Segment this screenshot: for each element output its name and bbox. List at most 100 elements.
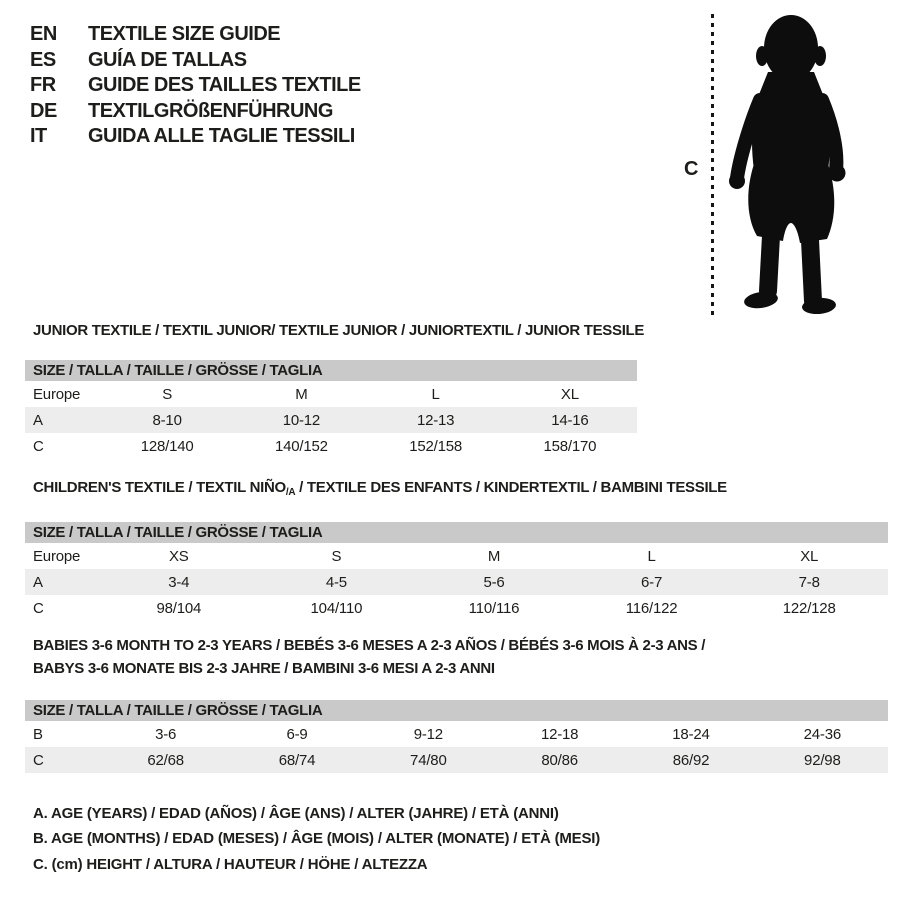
section-junior: JUNIOR TEXTILE / TEXTIL JUNIOR/ TEXTILE … [25, 322, 644, 459]
size-cell: 4-5 [325, 573, 347, 591]
section-children: CHILDREN'S TEXTILE / TEXTIL NIÑO/A / TEX… [25, 479, 888, 621]
size-cell: 68/74 [278, 751, 316, 769]
baby-silhouette-icon [729, 15, 846, 314]
size-cell: 158/170 [543, 437, 597, 455]
heading-text: CHILDREN'S TEXTILE / TEXTIL NIÑO [33, 479, 286, 496]
row-label: A [33, 573, 43, 591]
table-row: C 62/68 68/74 74/80 80/86 86/92 92/98 [25, 747, 888, 773]
size-cell: 18-24 [672, 725, 710, 743]
size-cell: 5-6 [483, 573, 505, 591]
size-cell: 6-7 [641, 573, 663, 591]
size-cell: 8-10 [152, 411, 182, 429]
size-cell: 6-9 [286, 725, 308, 743]
heading-line: BABIES 3-6 MONTH TO 2-3 YEARS / BEBÉS 3-… [33, 634, 888, 657]
footnotes: A. AGE (YEARS) / EDAD (AÑOS) / ÂGE (ANS)… [33, 801, 600, 877]
size-cell: 74/80 [410, 751, 447, 769]
size-cell: 12-18 [540, 725, 579, 743]
footnote-line: A. AGE (YEARS) / EDAD (AÑOS) / ÂGE (ANS)… [33, 805, 559, 822]
size-header-children: SIZE / TALLA / TAILLE / GRÖSSE / TAGLIA [25, 522, 888, 543]
table-row: A 8-10 10-12 12-13 14-16 [25, 407, 637, 433]
row-label: B [33, 725, 43, 743]
row-label: A [33, 411, 43, 429]
table-row: Europe XS S M L XL [25, 543, 888, 569]
height-label: C [684, 158, 699, 180]
size-cell: M [487, 547, 501, 565]
language-row: DE TEXTILGRÖßENFÜHRUNG [30, 99, 361, 125]
footnote-line: B. AGE (MONTHS) / EDAD (MESES) / ÂGE (MO… [33, 830, 601, 848]
size-cell: 152/158 [409, 437, 463, 455]
table-row: Europe S M L XL [25, 381, 637, 407]
language-code: EN [30, 23, 57, 45]
size-cell: 62/68 [147, 751, 184, 769]
size-cell: XS [168, 547, 189, 565]
size-cell: 3-6 [155, 725, 177, 743]
heading-text: JUNIOR TEXTILE / TEXTIL JUNIOR/ TEXTILE … [33, 322, 645, 339]
row-label: C [33, 437, 44, 455]
language-row: IT GUIDA ALLE TAGLIE TESSILI [30, 124, 361, 150]
size-table-junior: Europe S M L XL A 8-10 10-12 12-13 14-16 C 128/140 1… [25, 381, 637, 459]
footnote-line: C. (cm) HEIGHT / ALTURA / HAUTEUR / HÖHE… [33, 855, 428, 873]
size-cell: 140/152 [274, 437, 328, 455]
size-cell: 7-8 [798, 573, 820, 591]
size-cell: XL [800, 547, 819, 565]
size-cell: 116/122 [625, 599, 678, 617]
size-cell: L [431, 385, 440, 403]
size-cell: 92/98 [804, 751, 841, 769]
size-cell: S [162, 385, 173, 403]
language-label: GUIDA ALLE TAGLIE TESSILI [88, 125, 355, 147]
size-header-babies: SIZE / TALLA / TAILLE / GRÖSSE / TAGLIA [25, 700, 888, 721]
heading-text: BABYS 3-6 MONATE BIS 2-3 JAHRE / BAMBINI… [33, 660, 495, 677]
size-cell: 98/104 [156, 599, 202, 617]
heading-line: CHILDREN'S TEXTILE / TEXTIL NIÑO/A / TEX… [33, 479, 888, 502]
heading-subscript: /A [285, 487, 296, 498]
language-list: EN TEXTILE SIZE GUIDE ES GUÍA DE TALLAS FR GU… [30, 22, 361, 150]
size-cell: 14-16 [551, 411, 589, 429]
size-cell: 104/110 [310, 599, 363, 617]
table-row: C 128/140 140/152 152/158 158/170 [25, 433, 637, 459]
size-cell: L [647, 547, 656, 565]
language-label: TEXTILE SIZE GUIDE [88, 23, 281, 45]
size-cell: 122/128 [782, 599, 836, 617]
language-code: FR [30, 74, 56, 96]
size-cell: S [331, 547, 342, 565]
section-heading-junior: JUNIOR TEXTILE / TEXTIL JUNIOR/ TEXTILE … [33, 322, 644, 340]
row-label: C [33, 751, 44, 769]
size-cell: M [295, 385, 308, 403]
row-label: C [33, 599, 44, 617]
table-row: B 3-6 6-9 9-12 12-18 18-24 24-36 [25, 721, 888, 747]
language-row: FR GUIDE DES TAILLES TEXTILE [30, 73, 361, 99]
section-babies: BABIES 3-6 MONTH TO 2-3 YEARS / BEBÉS 3-… [25, 634, 888, 773]
language-row: ES GUÍA DE TALLAS [30, 48, 361, 74]
size-table-children: Europe XS S M L XL A 3-4 4-5 5-6 6-7 7-8 C 98/104 104/… [25, 543, 888, 621]
language-label: GUIDE DES TAILLES TEXTILE [88, 74, 361, 96]
language-code: ES [30, 48, 56, 71]
height-measure-line [711, 14, 714, 316]
heading-text: / TEXTILE DES ENFANTS / KINDERTEXTIL / B… [295, 479, 727, 496]
table-row: A 3-4 4-5 5-6 6-7 7-8 [25, 569, 888, 595]
section-heading-babies: BABIES 3-6 MONTH TO 2-3 YEARS / BEBÉS 3-… [33, 634, 888, 680]
table-row: C 98/104 104/110 110/116 116/122 122/128 [25, 595, 888, 621]
size-cell: 3-4 [168, 573, 190, 591]
language-code: IT [30, 125, 47, 147]
heading-line: BABYS 3-6 MONATE BIS 2-3 JAHRE / BAMBINI… [33, 657, 888, 680]
heading-line: JUNIOR TEXTILE / TEXTIL JUNIOR/ TEXTILE … [33, 322, 644, 340]
size-cell: 12-13 [416, 411, 455, 429]
size-cell: 128/140 [140, 437, 194, 455]
size-cell: 110/116 [468, 599, 520, 617]
language-label: GUÍA DE TALLAS [88, 48, 247, 71]
size-cell: 10-12 [282, 411, 321, 429]
section-heading-children: CHILDREN'S TEXTILE / TEXTIL NIÑO/A / TEX… [33, 479, 888, 502]
size-table-babies: B 3-6 6-9 9-12 12-18 18-24 24-36 C 62/68 68/74 74/… [25, 721, 888, 773]
size-cell: 86/92 [672, 751, 710, 769]
size-cell: 24-36 [803, 725, 842, 743]
size-cell: 9-12 [413, 725, 443, 743]
language-code: DE [30, 99, 57, 122]
size-cell: XL [560, 385, 579, 403]
heading-text: BABIES 3-6 MONTH TO 2-3 YEARS / BEBÉS 3-… [33, 637, 706, 654]
language-row: EN TEXTILE SIZE GUIDE [30, 22, 361, 48]
size-header-junior: SIZE / TALLA / TAILLE / GRÖSSE / TAGLIA [25, 360, 637, 381]
language-label: TEXTILGRÖßENFÜHRUNG [88, 99, 333, 122]
row-label: Europe [33, 547, 81, 565]
size-cell: 80/86 [541, 751, 578, 769]
